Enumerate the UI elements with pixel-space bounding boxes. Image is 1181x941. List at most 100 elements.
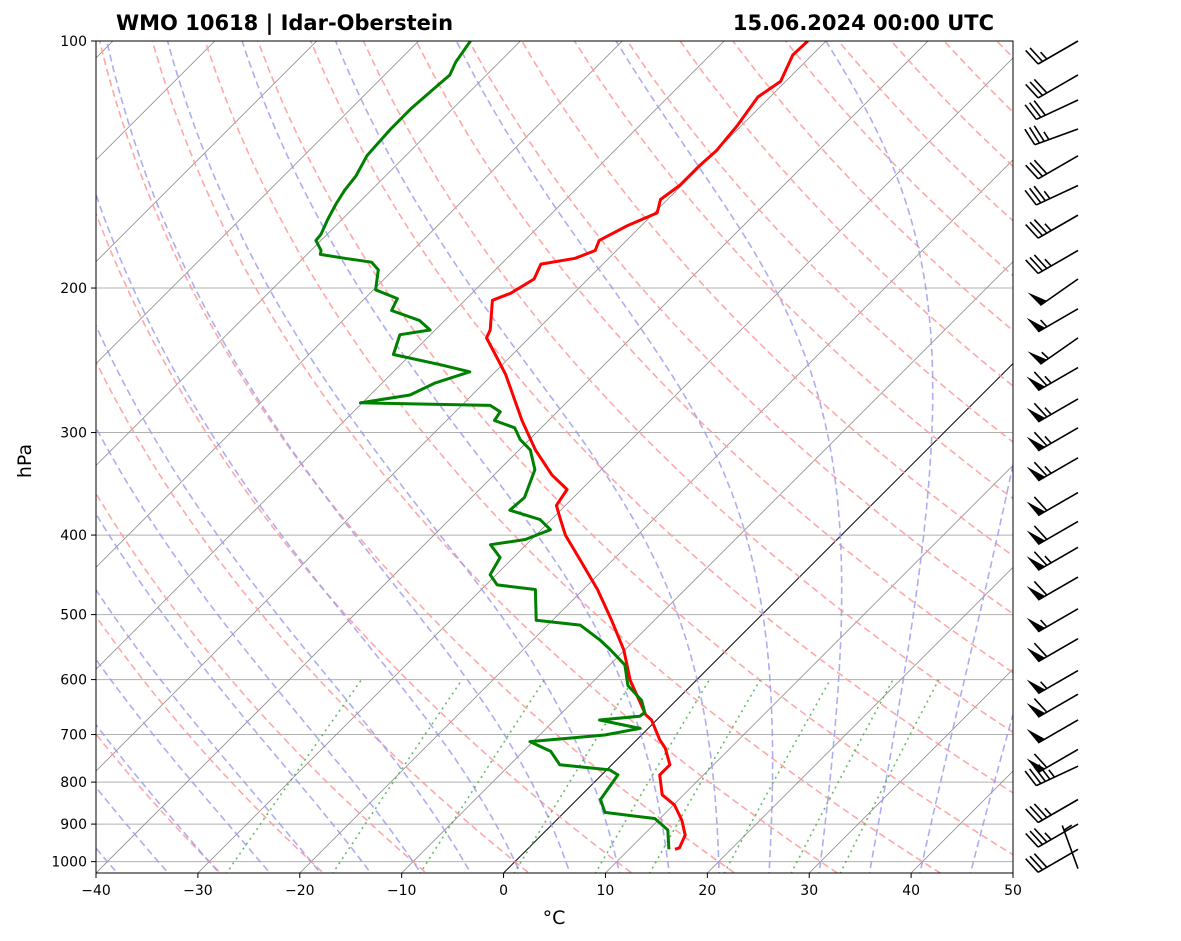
barb-staff	[1061, 825, 1079, 869]
isotherm	[96, 41, 522, 467]
barb-pennant	[1026, 728, 1046, 743]
barb-staff	[1037, 608, 1079, 633]
wind-barb	[1024, 99, 1079, 121]
mixing-ratio-line	[839, 679, 940, 873]
x-axis-label: °C	[543, 907, 566, 929]
background-lines	[0, 3, 1013, 879]
y-tick-label: 600	[60, 673, 87, 689]
barb-half	[1043, 190, 1051, 200]
moist-adiabat	[96, 512, 372, 873]
x-tick-label: 0	[499, 883, 508, 899]
wind-barb	[1025, 155, 1079, 180]
barb-full	[1033, 551, 1048, 566]
mixing-ratio-line	[594, 679, 711, 873]
wind-barb	[1026, 669, 1079, 695]
barb-full	[1033, 525, 1048, 540]
barb-full	[1033, 100, 1047, 116]
barb-staff	[1037, 249, 1079, 275]
barb-full	[1033, 753, 1048, 769]
isotherm	[706, 566, 1013, 873]
isotherm	[96, 41, 725, 670]
wind-barb	[1025, 214, 1079, 239]
barb-staff	[1037, 74, 1079, 99]
barb-staff	[1035, 765, 1079, 787]
moist-adiabat	[96, 426, 422, 873]
barb-pennant	[1026, 436, 1046, 451]
barb-staff	[1037, 748, 1079, 774]
barb-staff	[1037, 823, 1079, 848]
barb-staff	[1037, 638, 1079, 663]
barb-staff	[1037, 719, 1079, 744]
moist-adiabat	[106, 41, 571, 873]
barb-full	[1024, 770, 1037, 787]
moist-adiabat	[96, 723, 221, 873]
moist-adiabat	[334, 41, 720, 873]
mixing-ratio-line	[790, 679, 894, 873]
barb-half	[1044, 465, 1052, 474]
barb-half	[1044, 407, 1052, 415]
barb-full	[1029, 855, 1044, 871]
wind-barb	[1025, 40, 1079, 65]
barb-staff	[1037, 798, 1079, 824]
dry-adiabat	[626, 41, 1013, 444]
barb-full	[1033, 461, 1048, 477]
barb-full	[1038, 764, 1051, 780]
wind-barb	[1026, 520, 1079, 546]
barb-pennant	[1026, 617, 1046, 632]
barb-staff	[1037, 40, 1079, 65]
mixing-ratio-line	[225, 679, 363, 873]
wind-barb	[1024, 764, 1079, 787]
dry-adiabat	[996, 41, 1013, 59]
isotherm	[96, 41, 318, 263]
x-tick-label: −40	[81, 883, 111, 899]
barb-full	[1033, 642, 1048, 658]
wind-barbs	[1024, 40, 1079, 874]
isotherm	[0, 3, 49, 879]
plot-frame	[95, 40, 1014, 874]
wind-barb	[1026, 748, 1079, 774]
barb-half	[1043, 131, 1050, 141]
barb-half	[1044, 223, 1052, 232]
moist-adiabat	[96, 192, 522, 873]
barb-half	[1040, 681, 1048, 690]
barb-half	[1063, 824, 1073, 831]
barb-staff	[1037, 576, 1079, 601]
isotherm	[299, 159, 1013, 873]
wind-barb	[1026, 546, 1079, 572]
barb-half	[1044, 807, 1052, 816]
barb-full	[1024, 128, 1036, 146]
barb-full	[1025, 224, 1039, 239]
barb-staff	[1034, 128, 1079, 146]
barb-pennant	[1026, 530, 1046, 545]
barb-staff	[1037, 520, 1079, 546]
isotherm	[401, 261, 1013, 873]
x-tick-label: −30	[183, 883, 213, 899]
barb-full	[1025, 49, 1039, 65]
dry-adiabat	[362, 41, 1013, 734]
dry-adiabat	[309, 41, 1013, 794]
barb-full	[1028, 768, 1042, 784]
barb-pennant	[1026, 501, 1046, 516]
barb-pennant	[1027, 292, 1047, 306]
moist-adiabat	[615, 41, 843, 873]
barb-full	[1028, 102, 1042, 118]
barb-full	[1033, 803, 1048, 819]
wind-barb	[1027, 278, 1079, 307]
wind-barb	[1026, 719, 1079, 744]
barb-full	[1033, 698, 1048, 713]
y-tick-label: 900	[60, 817, 87, 833]
title-station: WMO 10618 | Idar-Oberstein	[116, 11, 453, 36]
y-tick-label: 800	[60, 775, 87, 791]
barb-pennant	[1026, 317, 1046, 332]
y-tick-label: 500	[60, 608, 87, 624]
barb-full	[1029, 221, 1044, 237]
wind-barb	[1026, 491, 1079, 517]
wind-barb	[1027, 337, 1079, 365]
barb-full	[1029, 162, 1044, 177]
barb-full	[1033, 125, 1045, 142]
axes: −40 −30 −20 −10 0 10 20 30 40 50 100 200 300 400 500 60…	[51, 34, 1022, 899]
barb-full	[1029, 81, 1044, 97]
y-tick-label: 200	[60, 281, 87, 297]
wind-barb	[1026, 693, 1079, 718]
